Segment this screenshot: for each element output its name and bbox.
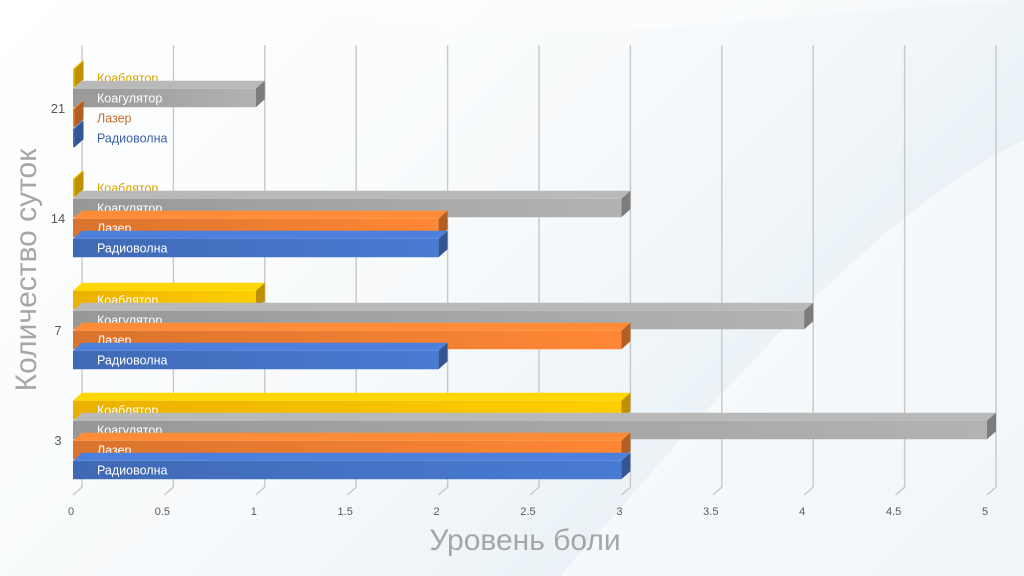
bar: Коагулятор: [73, 80, 265, 108]
x-tick-labels: 0 0.5 1 1.5 2 2.5 3 3.5 4 4.5 5: [68, 506, 988, 518]
x-tick-label: 1: [251, 506, 257, 518]
grid-lines: [72, 45, 997, 496]
x-tick-label: 0.5: [155, 506, 170, 518]
x-tick-label: 1.5: [338, 506, 353, 518]
y-category-label: 14: [51, 211, 65, 226]
y-category-label: 21: [51, 101, 65, 116]
x-tick-label: 0: [68, 506, 74, 518]
gridline: [895, 45, 906, 496]
data-label: Радиоволна: [97, 464, 167, 478]
x-tick-label: 5: [982, 506, 988, 518]
data-label: Лазер: [97, 112, 132, 126]
bar: Радиоволна: [73, 342, 448, 370]
data-label: Радиоволна: [97, 132, 167, 146]
x-tick-label: 2.5: [520, 506, 535, 518]
x-tick-label: 2: [434, 506, 440, 518]
bars: КоабляторКоагуляторЛазерРадиоволнаКоабля…: [73, 60, 996, 480]
bar: Лазер: [73, 100, 132, 128]
data-label: Радиоволна: [97, 242, 167, 256]
data-label: Коагулятор: [97, 92, 162, 106]
gridline: [712, 45, 723, 496]
gridline: [986, 45, 997, 496]
y-category-label: 3: [54, 433, 61, 448]
y-axis-title: Количество суток: [10, 148, 43, 392]
y-category-labels: 3 7 14 21: [51, 101, 65, 448]
x-axis-title: Уровень боли: [429, 524, 620, 557]
bar: Радиоволна: [73, 120, 167, 148]
x-tick-label: 4: [799, 506, 805, 518]
x-tick-label: 4.5: [886, 506, 901, 518]
gridline: [803, 45, 814, 496]
bar: Радиоволна: [73, 452, 631, 480]
x-tick-label: 3: [616, 506, 622, 518]
data-label: Радиоволна: [97, 354, 167, 368]
y-category-label: 7: [54, 323, 61, 338]
x-tick-label: 3.5: [703, 506, 718, 518]
bar: Радиоволна: [73, 230, 448, 258]
